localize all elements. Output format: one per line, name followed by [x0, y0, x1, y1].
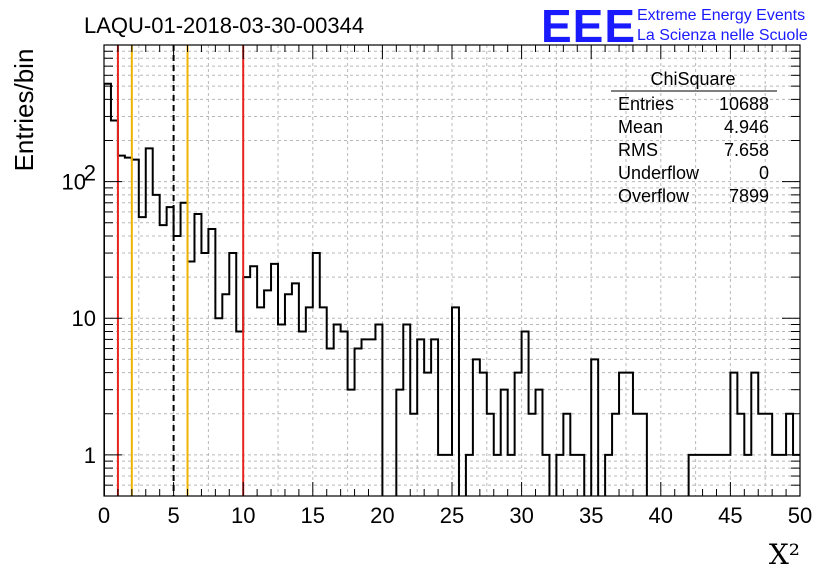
histogram-bin: [146, 148, 153, 496]
histogram-bin: [751, 373, 758, 496]
histogram-bin: [417, 339, 424, 496]
histogram-bin: [730, 373, 737, 496]
histogram-bin: [473, 359, 480, 496]
logo-line-1: Extreme Energy Events: [637, 7, 805, 24]
stats-label: Underflow: [618, 163, 700, 183]
histogram-bin: [313, 253, 320, 496]
histogram-bin: [403, 324, 410, 496]
histogram-bin: [362, 339, 369, 496]
histogram-bin: [619, 373, 626, 496]
histogram-bin: [229, 253, 236, 496]
x-tick-label: 5: [167, 503, 179, 528]
stats-label: RMS: [618, 140, 658, 160]
y-axis-label: Entries/bin: [9, 49, 39, 172]
histogram-bin: [591, 359, 598, 496]
x-tick-label: 30: [509, 503, 533, 528]
histogram-bin: [174, 236, 181, 496]
histogram-bin: [536, 390, 543, 496]
threshold-lines: [116, 45, 245, 496]
stats-label: Entries: [618, 94, 674, 114]
histogram-bin: [104, 84, 111, 496]
histogram-bin: [194, 214, 201, 496]
logo-mark: EEE: [541, 0, 636, 52]
stats-value: 0: [759, 163, 769, 183]
stats-box: ChiSquare Entries 10688 Mean 4.946 RMS 7.658 U…: [611, 69, 777, 206]
histogram-bin: [348, 390, 355, 496]
histogram-bin: [501, 390, 508, 496]
histogram-bin: [139, 217, 146, 496]
histogram-bin: [375, 324, 382, 496]
histogram-bin: [181, 203, 188, 496]
histogram-bin: [278, 324, 285, 496]
y-tick-label: 10: [62, 170, 86, 195]
y-tick-label: 10: [72, 306, 96, 331]
y-tick-exponent: 2: [84, 161, 96, 186]
chart-title: LAQU-01-2018-03-30-00344: [84, 13, 364, 38]
histogram-bin: [208, 229, 215, 496]
x-tick-label: 40: [649, 503, 673, 528]
x-axis-label: X²: [769, 538, 800, 571]
histogram-bin: [828, 414, 835, 496]
histogram-bin: [327, 349, 334, 496]
histogram-bin: [368, 339, 375, 496]
histogram-bin: [480, 373, 487, 496]
stats-label: Overflow: [618, 186, 690, 206]
x-tick-label: 15: [301, 503, 325, 528]
histogram-bin: [264, 290, 271, 496]
stats-title: ChiSquare: [650, 69, 735, 89]
histogram-bin: [243, 277, 250, 496]
y-tick-label: 1: [84, 443, 96, 468]
stats-value: 4.946: [724, 117, 769, 137]
x-tick-label: 25: [440, 503, 464, 528]
histogram-bin: [515, 373, 522, 496]
histogram-bin: [424, 373, 431, 496]
stats-rows: Entries 10688 Mean 4.946 RMS 7.658 Underflow 0 O…: [618, 94, 769, 206]
histogram-bin: [132, 160, 139, 496]
histogram-bin: [167, 207, 174, 496]
histogram-bin: [160, 225, 167, 496]
histogram-bin: [334, 324, 341, 496]
histogram-bin: [118, 156, 125, 496]
x-tick-label: 0: [98, 503, 110, 528]
x-tick-label: 45: [718, 503, 742, 528]
histogram-bin: [201, 253, 208, 496]
x-tick-label: 35: [579, 503, 603, 528]
histogram-outline: [104, 82, 800, 496]
histogram: [104, 82, 835, 496]
stats-label: Mean: [618, 117, 663, 137]
axis-ticks: [103, 45, 801, 496]
histogram-bin: [111, 121, 118, 496]
histogram-bin: [215, 318, 222, 496]
histogram-bin: [807, 414, 814, 496]
histogram-bin: [431, 339, 438, 496]
x-tick-label: 20: [370, 503, 394, 528]
histogram-bin: [626, 373, 633, 496]
stats-value: 7.658: [724, 140, 769, 160]
stats-value: 10688: [719, 94, 769, 114]
histogram-bin: [821, 455, 828, 496]
eee-logo: EEE Extreme Energy Events La Scienza nel…: [541, 0, 808, 52]
x-tick-label: 10: [231, 503, 255, 528]
histogram-bin: [355, 349, 362, 496]
histogram-bin: [153, 195, 160, 496]
logo-line-2: La Scienza nelle Scuole: [637, 27, 808, 44]
histogram-bin: [396, 390, 403, 496]
histogram-bin: [814, 414, 821, 496]
histogram-bin: [800, 455, 807, 496]
x-tick-label: 50: [788, 503, 812, 528]
stats-value: 7899: [729, 186, 769, 206]
histogram-bin: [125, 158, 132, 496]
